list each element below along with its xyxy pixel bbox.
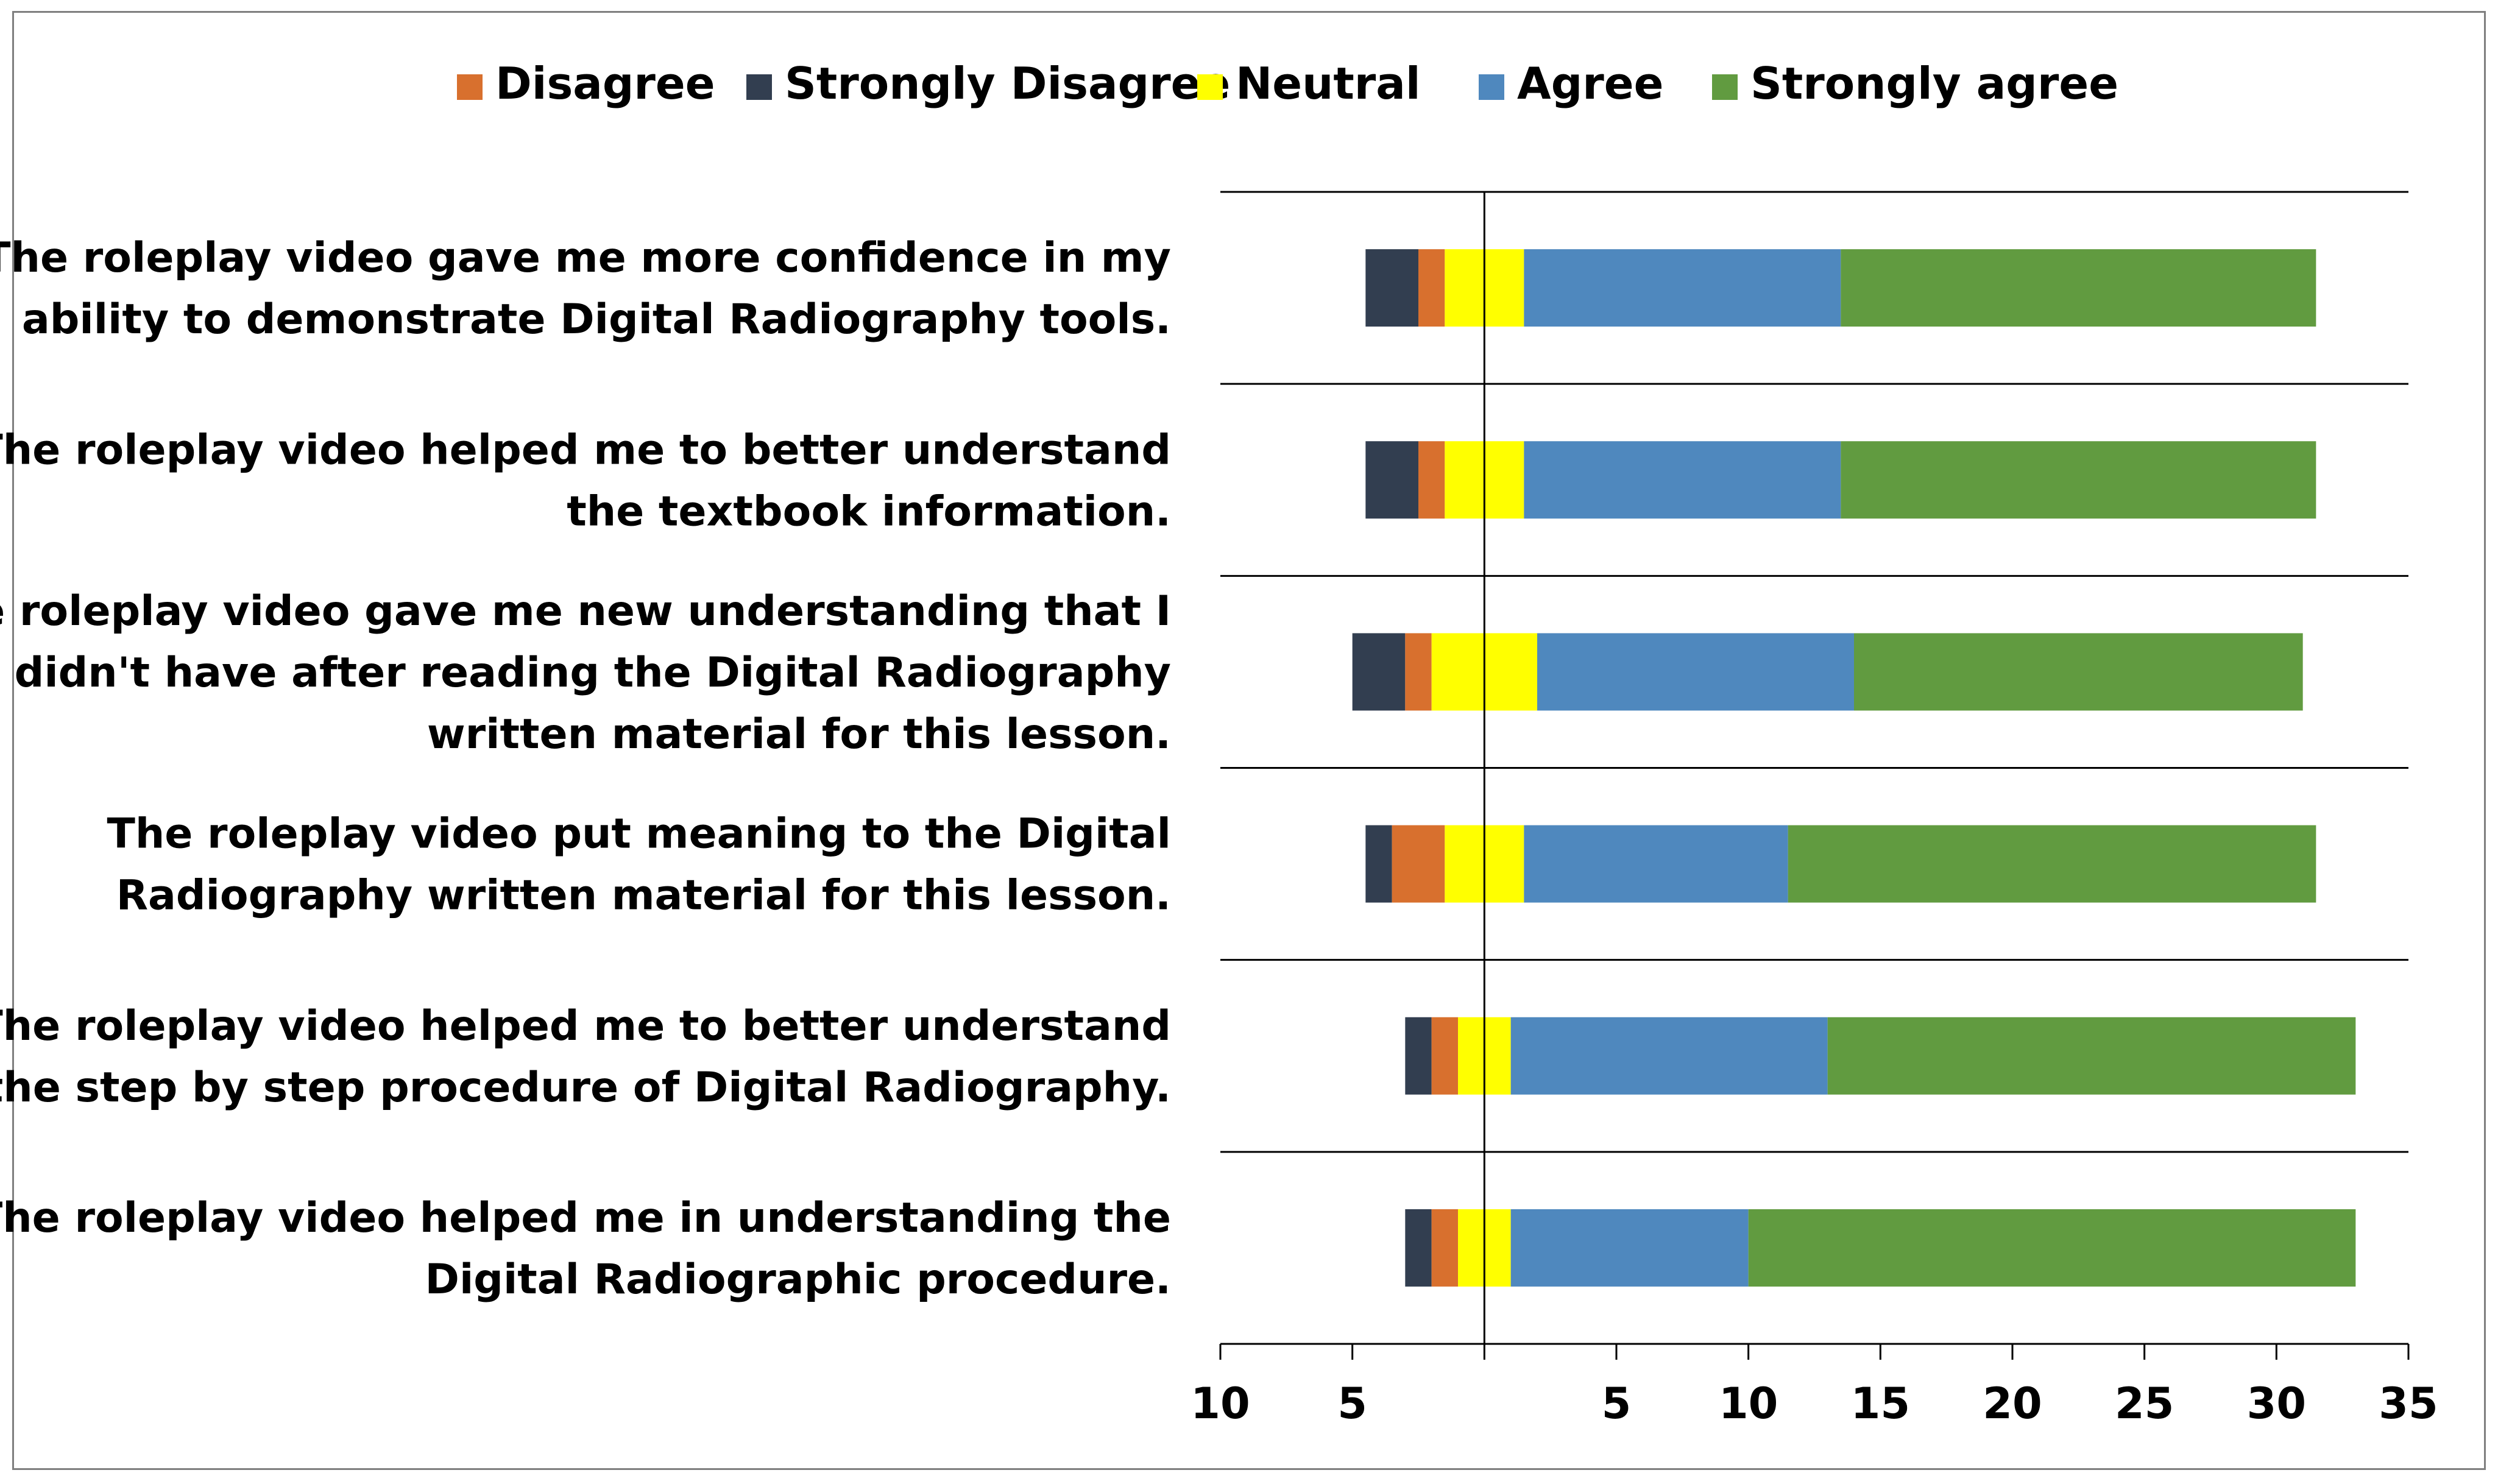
bar-segment-strongly-disagree — [1365, 441, 1418, 519]
x-tick-label: 25 — [2115, 1379, 2174, 1429]
row-label-line: The roleplay video helped me to better u… — [0, 1002, 1171, 1050]
x-tick-label: 5 — [1602, 1379, 1632, 1429]
legend-label-strongly-agree: Strongly agree — [1750, 58, 2118, 109]
legend-swatch-strongly-agree — [1712, 74, 1738, 100]
legend-swatch-neutral — [1197, 74, 1223, 100]
row-label: The roleplay video helped me in understa… — [0, 1194, 1171, 1304]
bar-segment-disagree — [1418, 441, 1445, 519]
legend-label-neutral: Neutral — [1236, 58, 1421, 109]
row-label-line: The roleplay video gave me more confiden… — [0, 234, 1171, 282]
bar-segment-strongly-agree — [1748, 1209, 2356, 1287]
bar-segment-strongly-agree — [1827, 1017, 2356, 1095]
row-label: The roleplay video gave me new understan… — [0, 587, 1171, 758]
bar-segment-strongly-agree — [1788, 825, 2316, 903]
legend-label-disagree: Disagree — [495, 58, 715, 109]
bar-segment-strongly-disagree — [1405, 1017, 1432, 1095]
legend-swatch-agree — [1479, 74, 1504, 100]
bar-segment-strongly-disagree — [1405, 1209, 1432, 1287]
row-label-line: Digital Radiographic procedure. — [425, 1256, 1171, 1304]
bar-segment-agree — [1524, 441, 1841, 519]
row-label: The roleplay video put meaning to the Di… — [107, 810, 1171, 920]
bar-segment-strongly-disagree — [1365, 825, 1392, 903]
bar-segment-strongly-agree — [1854, 633, 2303, 711]
x-tick-label: 35 — [2379, 1379, 2438, 1429]
chart-frame — [12, 11, 2486, 1470]
bar-segment-disagree — [1418, 249, 1445, 327]
row-label: The roleplay video gave me more confiden… — [0, 234, 1171, 344]
row-label-line: The roleplay video helped me in understa… — [0, 1194, 1171, 1242]
x-tick-label: 5 — [1337, 1379, 1367, 1429]
bar-segment-disagree — [1405, 633, 1432, 711]
row-label-line: The roleplay video put meaning to the Di… — [107, 810, 1171, 858]
row-label-line: didn't have after reading the Digital Ra… — [15, 649, 1171, 697]
legend-label-strongly-disagree: Strongly Disagree — [785, 58, 1230, 109]
bar-segment-agree — [1510, 1017, 1828, 1095]
row-label-line: The roleplay video gave me new understan… — [0, 587, 1171, 635]
bar-segment-strongly-disagree — [1365, 249, 1418, 327]
bar-segment-disagree — [1392, 825, 1445, 903]
axes: 10 5 5 10 15 20 25 30 35 — [1191, 192, 2438, 1429]
bar-segment-disagree — [1431, 1017, 1458, 1095]
x-tick-label: 10 — [1191, 1379, 1250, 1429]
bar-segment-strongly-agree — [1841, 249, 2316, 327]
bar-segment-agree — [1510, 1209, 1749, 1287]
bar-segment-agree — [1524, 825, 1788, 903]
row-label: The roleplay video helped me to better u… — [0, 1002, 1171, 1112]
row-label-line: written material for this lesson. — [427, 710, 1171, 758]
legend-swatch-disagree — [457, 74, 483, 100]
bar-segment-disagree — [1431, 1209, 1458, 1287]
row-label-line: the textbook information. — [567, 487, 1171, 535]
x-tick-label: 30 — [2247, 1379, 2306, 1429]
x-tick-label: 10 — [1719, 1379, 1778, 1429]
bar-segment-agree — [1524, 249, 1841, 327]
bar-segment-strongly-disagree — [1352, 633, 1406, 711]
row-label-line: Radiography written material for this le… — [116, 872, 1171, 920]
bar-segment-strongly-agree — [1841, 441, 2316, 519]
row-label-line: ability to demonstrate Digital Radiograp… — [22, 295, 1171, 344]
row-separators — [1220, 191, 2408, 1153]
row-label-line: the step by step procedure of Digital Ra… — [0, 1064, 1171, 1112]
x-tick-label: 20 — [1983, 1379, 2042, 1429]
legend-swatch-strongly-disagree — [746, 74, 772, 100]
row-label: The roleplay video helped me to better u… — [0, 426, 1171, 535]
legend: Disagree Strongly Disagree Neutral Agree Str… — [457, 58, 2118, 109]
bar-segment-agree — [1537, 633, 1854, 711]
legend-label-agree: Agree — [1517, 58, 1663, 109]
row-labels: The roleplay video gave me more confiden… — [0, 234, 1171, 1304]
row-label-line: The roleplay video helped me to better u… — [0, 426, 1171, 474]
x-tick-label: 15 — [1851, 1379, 1910, 1429]
